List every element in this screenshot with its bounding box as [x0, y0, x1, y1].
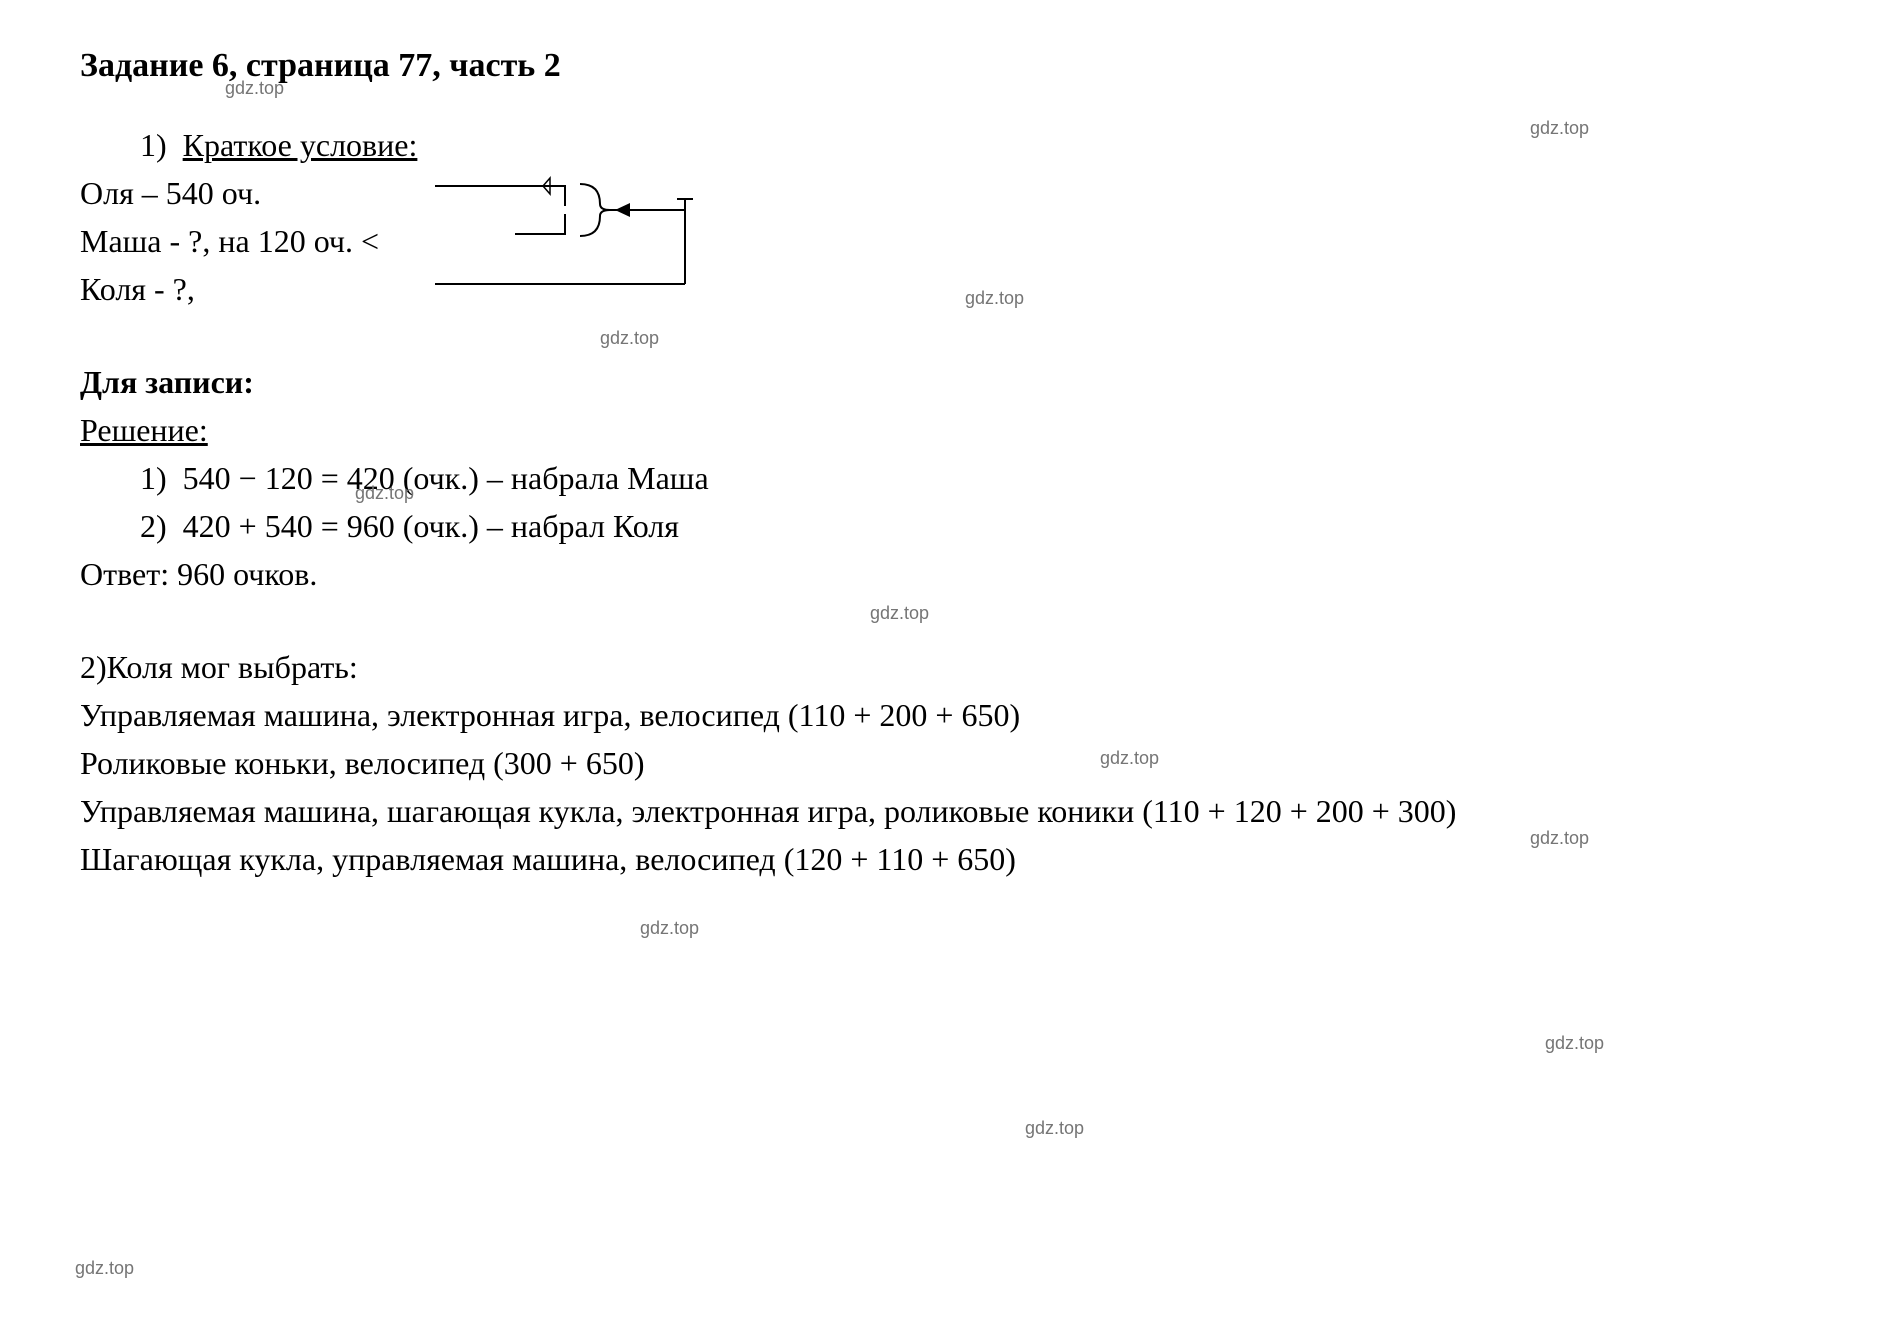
masha-value: ?, на 120 оч. < [188, 223, 379, 259]
page-title: Задание 6, страница 77, часть 2 [50, 40, 1831, 91]
section2-heading: Для записи: [80, 364, 254, 400]
watermark: gdz.top [640, 915, 699, 942]
section3-heading: 2)Коля мог выбрать: [50, 643, 1831, 691]
option-line-3: Управляемая машина, шагающая кукла, элек… [50, 787, 1831, 835]
kolya-name: Коля [80, 271, 146, 307]
answer-label: Ответ: [80, 556, 169, 592]
step2-text: 420 + 540 = 960 (очк.) – набрал Коля [183, 508, 679, 544]
watermark: gdz.top [600, 325, 659, 352]
condition-line-masha: Маша - ?, на 120 оч. < [50, 217, 1831, 265]
bracket-diagram [435, 164, 855, 324]
option-line-4: Шагающая кукла, управляемая машина, вело… [50, 835, 1831, 883]
option-line-2: Роликовые коньки, велосипед (300 + 650) [50, 739, 1831, 787]
condition-line-kolya: Коля - ?, [50, 265, 1831, 313]
section1-heading: 1) Краткое условие: [50, 121, 1831, 169]
watermark: gdz.top [1545, 1030, 1604, 1057]
step1-text: 540 − 120 = 420 (очк.) – набрала Маша [183, 460, 709, 496]
kolya-value: ?, [173, 271, 195, 307]
olya-name: Оля [80, 175, 134, 211]
watermark: gdz.top [870, 600, 929, 627]
solution-label: Решение: [80, 412, 208, 448]
olya-value: 540 оч. [166, 175, 261, 211]
answer-line: Ответ: 960 очков. [50, 550, 1831, 598]
solution-step-1: 1) 540 − 120 = 420 (очк.) – набрала Маша [50, 454, 1831, 502]
watermark: gdz.top [1025, 1115, 1084, 1142]
condition-label: Краткое условие: [183, 127, 418, 163]
answer-value: 960 очков. [177, 556, 317, 592]
solution-step-2: 2) 420 + 540 = 960 (очк.) – набрал Коля [50, 502, 1831, 550]
watermark: gdz.top [75, 1255, 134, 1282]
condition-line-olya: Оля – 540 оч. [50, 169, 1831, 217]
masha-name: Маша [80, 223, 162, 259]
option-line-1: Управляемая машина, электронная игра, ве… [50, 691, 1831, 739]
